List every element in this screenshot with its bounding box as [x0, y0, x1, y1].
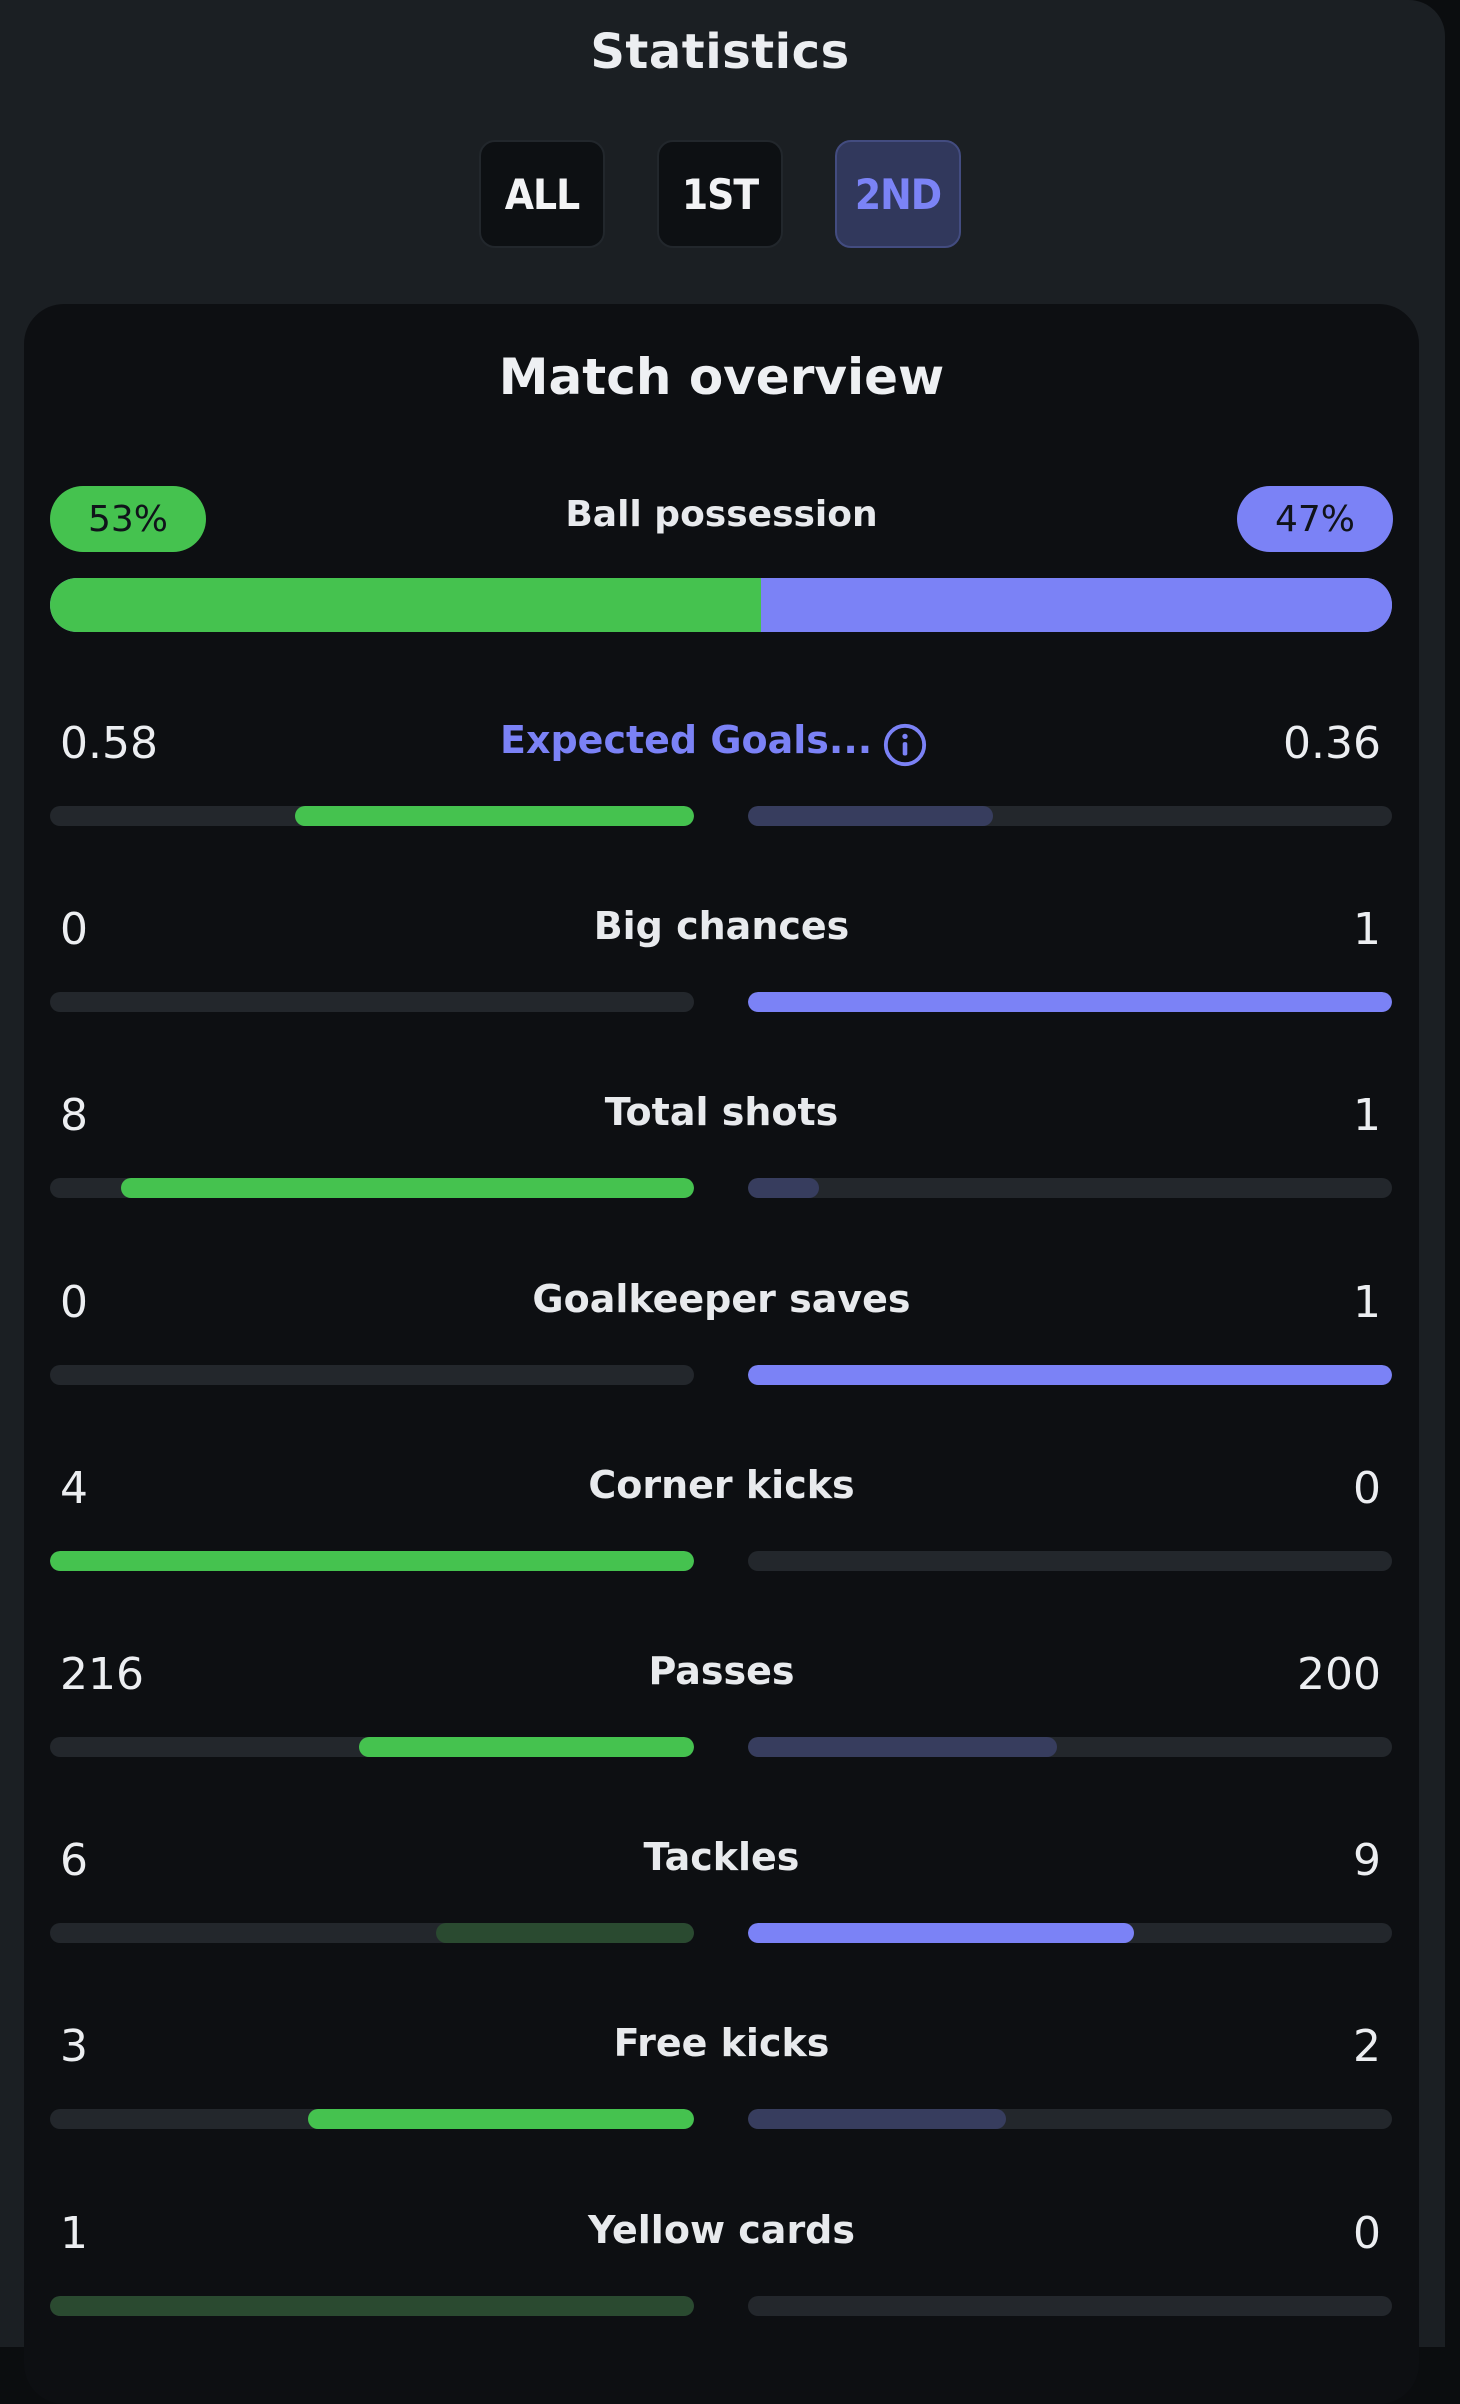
home-stat-fill: [50, 2295, 694, 2316]
away-stat-fill: [748, 1923, 1135, 1944]
away-stat-bar: [748, 1923, 1392, 1944]
away-stat-fill: [748, 992, 1392, 1013]
home-stat-value: 6: [60, 1835, 88, 1887]
home-stat-bar: [50, 1923, 694, 1944]
away-stat-fill: [748, 2109, 1006, 2130]
home-stat-fill: [294, 806, 694, 826]
away-stat-bar: [748, 2109, 1392, 2130]
home-stat-value: 4: [60, 1462, 88, 1514]
away-stat-value: 1: [1353, 1276, 1381, 1328]
away-stat-value: 0: [1353, 2207, 1381, 2259]
home-possession-badge: 53%: [50, 486, 206, 552]
home-stat-value: 0: [60, 904, 88, 956]
panel-title: Statistics: [590, 24, 850, 80]
stat-label: Total shots: [604, 1090, 839, 1135]
home-stat-fill: [50, 1550, 694, 1571]
home-stat-bar: [50, 2295, 694, 2316]
card-title: Match overview: [498, 348, 945, 406]
possession-bar: [50, 578, 1392, 632]
away-stat-value: 200: [1297, 1649, 1381, 1700]
home-stat-bar: [50, 1364, 694, 1385]
home-stat-fill: [120, 1178, 694, 1199]
away-stat-bar: [748, 2295, 1392, 2316]
stat-row: 3 Free kicks 2: [24, 2021, 1419, 2141]
home-stat-value: 0: [60, 1276, 88, 1328]
away-stat-value: 0: [1353, 1462, 1381, 1514]
away-stat-fill: [748, 806, 993, 826]
away-stat-value: 1: [1353, 1090, 1381, 1142]
home-stat-bar: [50, 1178, 694, 1199]
stat-label: Passes: [648, 1649, 795, 1693]
home-stat-bar: [50, 1737, 694, 1757]
stat-label: Big chances: [593, 904, 850, 949]
stat-row: 6 Tackles 9: [24, 1835, 1419, 1955]
possession-bar-away: [761, 578, 1392, 632]
home-stat-value: 8: [60, 1090, 88, 1142]
stat-row: 216 Passes 200: [24, 1649, 1419, 1769]
home-stat-bar: [50, 2109, 694, 2130]
stat-row: 4 Corner kicks 0: [24, 1463, 1419, 1583]
home-stat-bar: [50, 1550, 694, 1571]
stat-row: 0 Big chances 1: [24, 904, 1419, 1024]
stat-label: Tackles: [643, 1835, 800, 1880]
statistics-panel: Statistics ALL 1ST 2ND Match overview 53…: [0, 0, 1445, 2347]
home-stat-fill: [436, 1923, 694, 1944]
away-possession-badge: 47%: [1237, 486, 1393, 552]
stat-row: 0.58 Expected Goals... 0.36: [24, 718, 1419, 838]
away-stat-bar: [748, 1737, 1392, 1757]
away-stat-bar: [748, 806, 1392, 826]
home-stat-bar: [50, 806, 694, 826]
away-stat-value: 1: [1353, 904, 1381, 956]
away-stat-fill: [748, 1737, 1058, 1757]
away-stat-bar: [748, 992, 1392, 1013]
tab-1st[interactable]: 1ST: [657, 140, 783, 248]
away-stat-bar: [748, 1364, 1392, 1385]
period-tabs: ALL 1ST 2ND: [0, 140, 1440, 248]
stat-row: 0 Goalkeeper saves 1: [24, 1277, 1419, 1397]
tab-all[interactable]: ALL: [479, 140, 605, 248]
home-stat-fill: [307, 2109, 694, 2130]
stat-row: 8 Total shots 1: [24, 1090, 1419, 1210]
stat-label: Corner kicks: [588, 1462, 855, 1507]
away-stat-fill: [748, 1178, 819, 1199]
stat-label: Free kicks: [613, 2021, 830, 2066]
tab-2nd[interactable]: 2ND: [835, 140, 961, 248]
info-icon[interactable]: [882, 722, 928, 768]
home-stat-value: 1: [60, 2207, 88, 2259]
away-stat-value: 0.36: [1283, 718, 1381, 769]
away-stat-bar: [748, 1550, 1392, 1571]
home-stat-bar: [50, 992, 694, 1013]
match-overview-card: Match overview 53% Ball possession 47% 0…: [24, 304, 1419, 2404]
home-stat-value: 216: [60, 1649, 144, 1700]
away-stat-value: 9: [1353, 1835, 1381, 1887]
home-stat-value: 3: [60, 2021, 88, 2073]
home-stat-value: 0.58: [60, 718, 158, 769]
stat-label[interactable]: Expected Goals...: [500, 718, 873, 762]
stat-label: Yellow cards: [587, 2207, 856, 2252]
away-stat-value: 2: [1353, 2021, 1381, 2073]
stat-row: 1 Yellow cards 0: [24, 2208, 1419, 2328]
possession-bar-home: [50, 578, 762, 632]
away-stat-bar: [748, 1178, 1392, 1199]
stat-label: Goalkeeper saves: [532, 1276, 911, 1321]
away-stat-fill: [748, 1364, 1392, 1385]
home-stat-fill: [359, 1737, 694, 1757]
possession-label: Ball possession: [565, 494, 878, 535]
